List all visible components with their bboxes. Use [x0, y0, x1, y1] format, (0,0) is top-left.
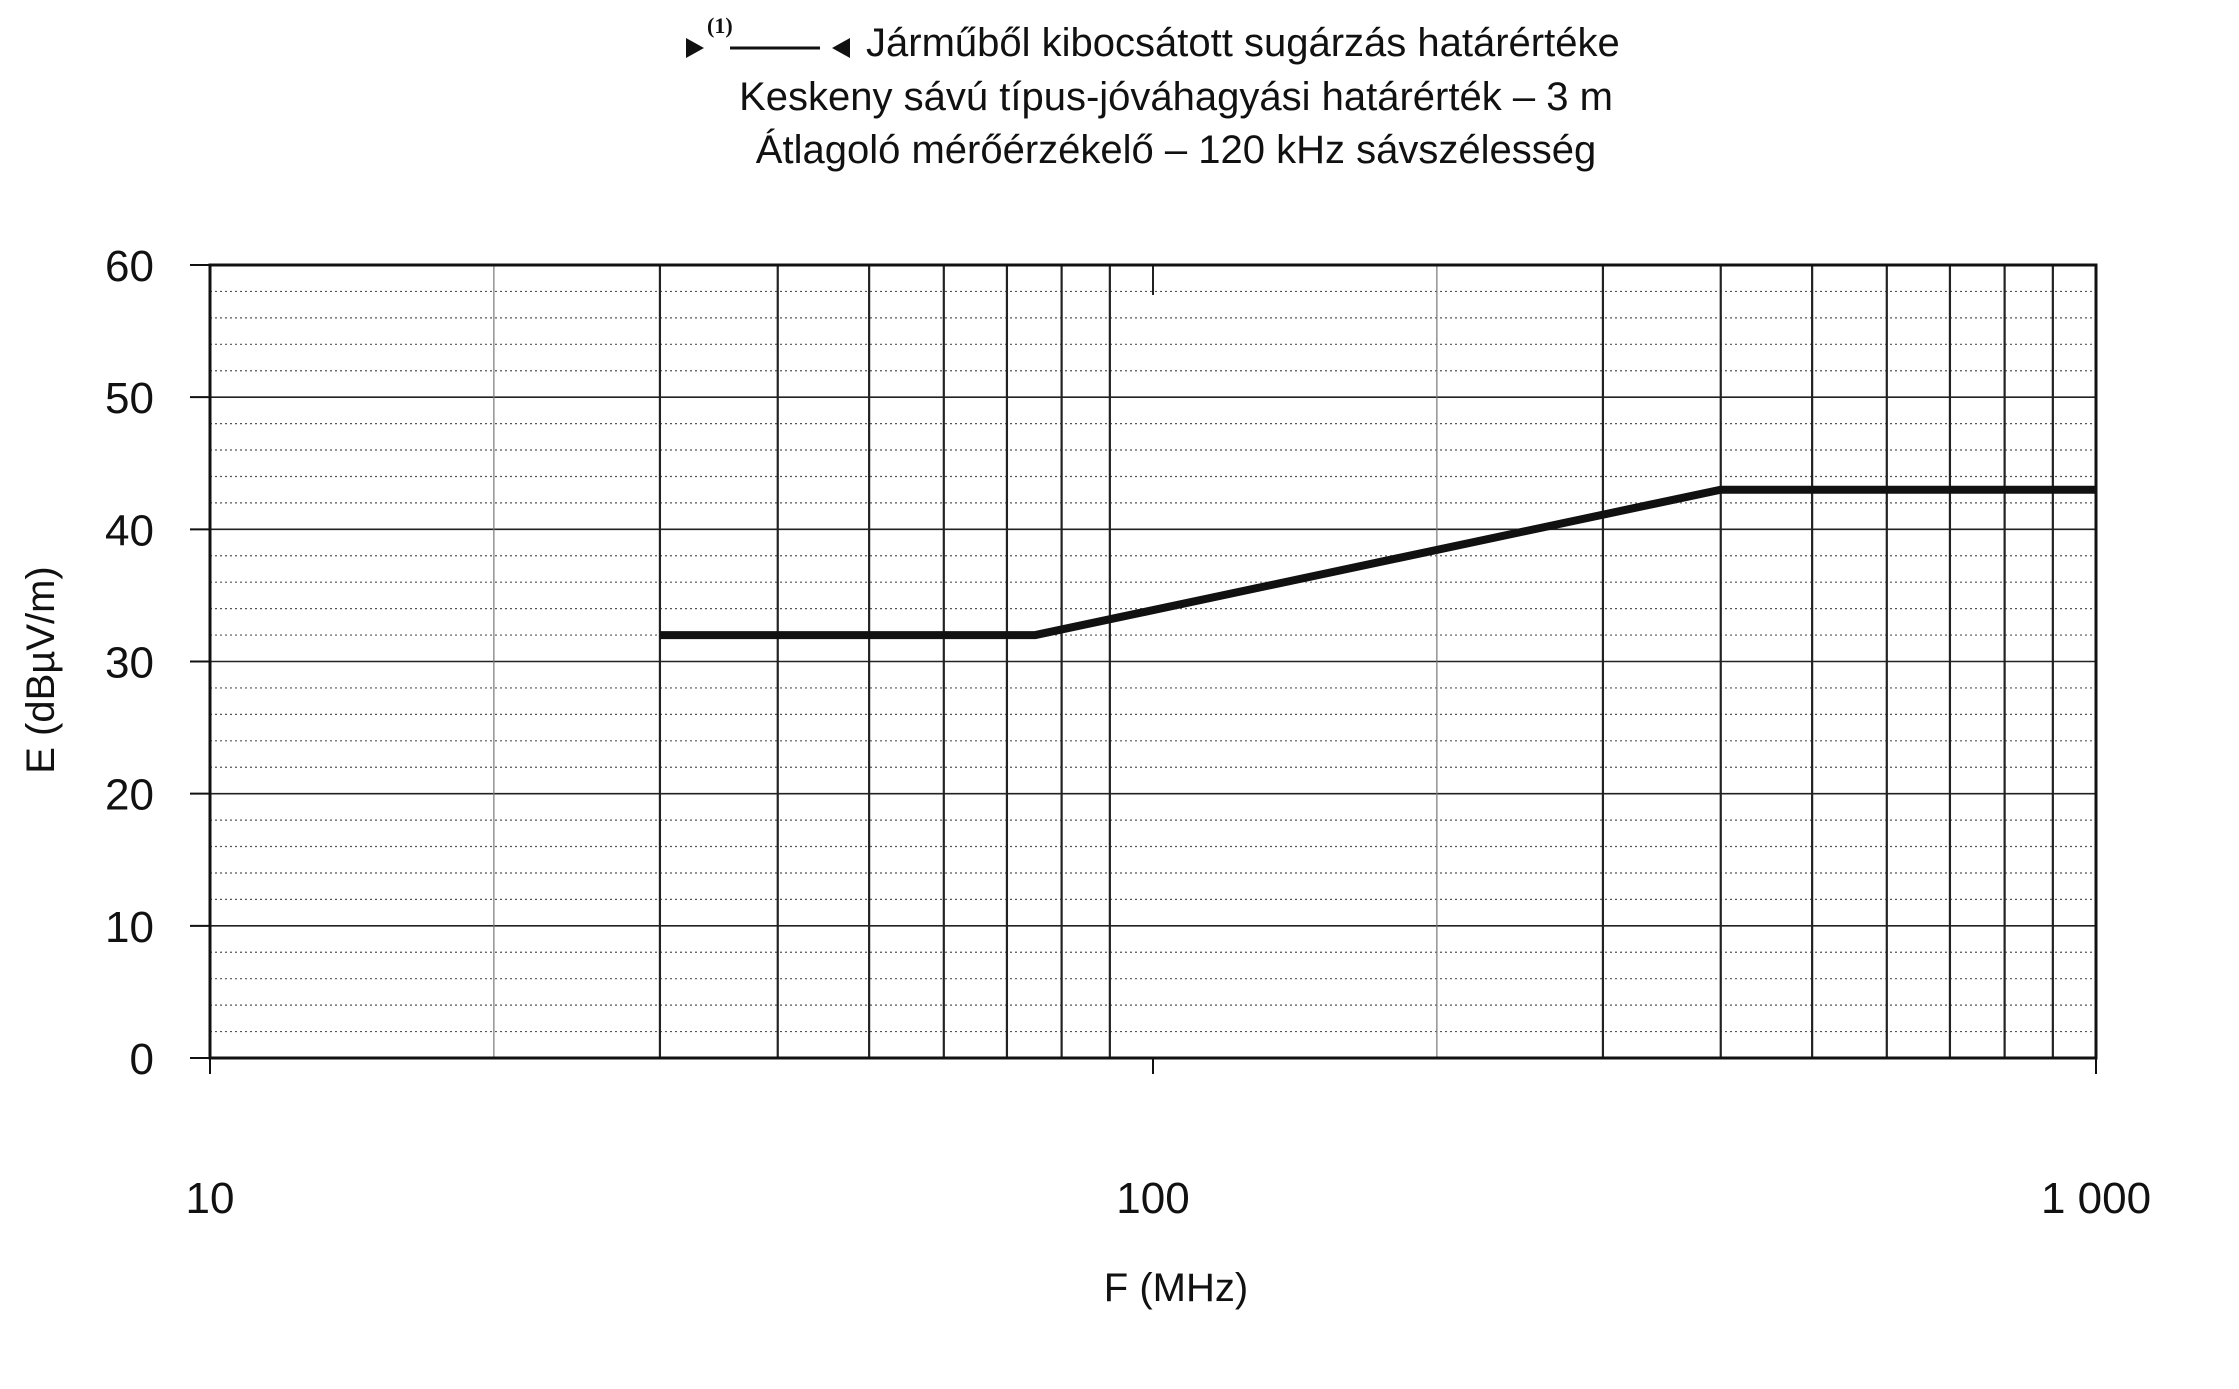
y-axis-label: E (dBµV/m)	[19, 566, 63, 774]
y-tick-label: 40	[105, 506, 154, 555]
series-line	[659, 485, 2096, 640]
y-axis-tick-labels: 0 10 20 30 40 50 60	[105, 242, 210, 1084]
minor-gridlines-horizontal	[210, 290, 2096, 1033]
chart-title-block: (1) Járműből kibocsátott sugárzás határé…	[686, 13, 1620, 172]
x-tick-label: 100	[1116, 1174, 1189, 1223]
title-marker-right-icon	[832, 38, 850, 58]
y-tick-label: 50	[105, 374, 154, 423]
chart-title: Járműből kibocsátott sugárzás határérték…	[866, 21, 1620, 65]
chart-subtitle-1: Keskeny sávú típus-jóváhagyási határérté…	[739, 75, 1613, 119]
title-marker-sup: (1)	[707, 13, 733, 38]
chart-subtitle-2: Átlagoló mérőérzékelő – 120 kHz sávszéle…	[756, 127, 1596, 172]
x-tick-label: 10	[186, 1174, 235, 1223]
y-tick-label: 30	[105, 639, 154, 688]
y-tick-label: 60	[105, 242, 154, 291]
y-tick-label: 10	[105, 903, 154, 952]
x-axis-tick-labels: 10 100 1 000	[186, 1174, 2152, 1223]
x-axis-label: F (MHz)	[1104, 1266, 1248, 1310]
x-tick-label: 1 000	[2041, 1174, 2151, 1223]
y-tick-label: 0	[130, 1035, 154, 1084]
y-tick-label: 20	[105, 771, 154, 820]
x-axis-ticks	[209, 1058, 2097, 1074]
series-group	[659, 485, 2096, 640]
gridlines-vertical	[493, 265, 2054, 1058]
title-marker-left-icon	[686, 38, 704, 58]
